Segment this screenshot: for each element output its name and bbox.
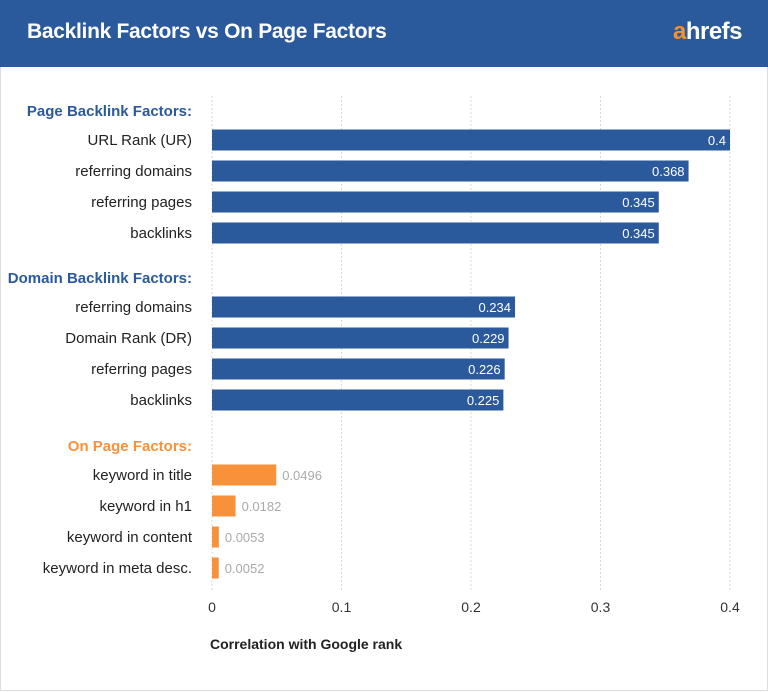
ahrefs-logo: ahrefs: [672, 18, 743, 45]
data-label: 0.345: [622, 195, 655, 210]
data-label: 0.0182: [242, 499, 282, 514]
x-tick-label: 0: [208, 599, 216, 615]
category-label: referring domains: [75, 299, 192, 316]
x-tick-label: 0.1: [332, 599, 352, 615]
category-label: referring pages: [91, 361, 192, 378]
bar: [212, 222, 659, 244]
category-label: keyword in meta desc.: [43, 560, 192, 577]
x-tick-label: 0.2: [461, 599, 481, 615]
bar: [212, 557, 219, 579]
category-label: backlinks: [130, 225, 192, 242]
data-label: 0.225: [467, 393, 500, 408]
category-label: Domain Rank (DR): [65, 330, 192, 347]
category-label: URL Rank (UR): [88, 132, 192, 149]
group-label: Domain Backlink Factors:: [8, 270, 192, 287]
data-label: 0.0496: [282, 468, 322, 483]
group-label: On Page Factors:: [68, 438, 192, 455]
bar: [212, 389, 504, 411]
category-label: keyword in h1: [99, 498, 192, 515]
data-label: 0.0053: [225, 530, 265, 545]
bar: [212, 296, 516, 318]
x-tick-label: 0.3: [591, 599, 611, 615]
bar: [212, 191, 659, 213]
data-label: 0.345: [622, 226, 655, 241]
bar: [212, 358, 505, 380]
x-axis-title: Correlation with Google rank: [210, 636, 402, 652]
category-label: keyword in content: [67, 529, 193, 546]
data-label: 0.4: [708, 133, 726, 148]
category-label: keyword in title: [93, 467, 192, 484]
data-label: 0.234: [478, 300, 511, 315]
bar: [212, 495, 236, 517]
x-tick-label: 0.4: [720, 599, 740, 615]
category-label: referring pages: [91, 194, 192, 211]
bar: [212, 464, 277, 486]
bar: [212, 129, 730, 151]
chart-title: Backlink Factors vs On Page Factors: [27, 20, 387, 43]
data-label: 0.0052: [225, 561, 265, 576]
data-label: 0.368: [652, 164, 685, 179]
data-label: 0.229: [472, 331, 505, 346]
group-label: Page Backlink Factors:: [27, 103, 192, 120]
data-label: 0.226: [468, 362, 501, 377]
category-label: backlinks: [130, 392, 192, 409]
category-label: referring domains: [75, 163, 192, 180]
chart-header: Backlink Factors vs On Page Factors ahre…: [0, 0, 768, 67]
bar: [212, 327, 509, 349]
bar: [212, 160, 689, 182]
bar: [212, 526, 219, 548]
